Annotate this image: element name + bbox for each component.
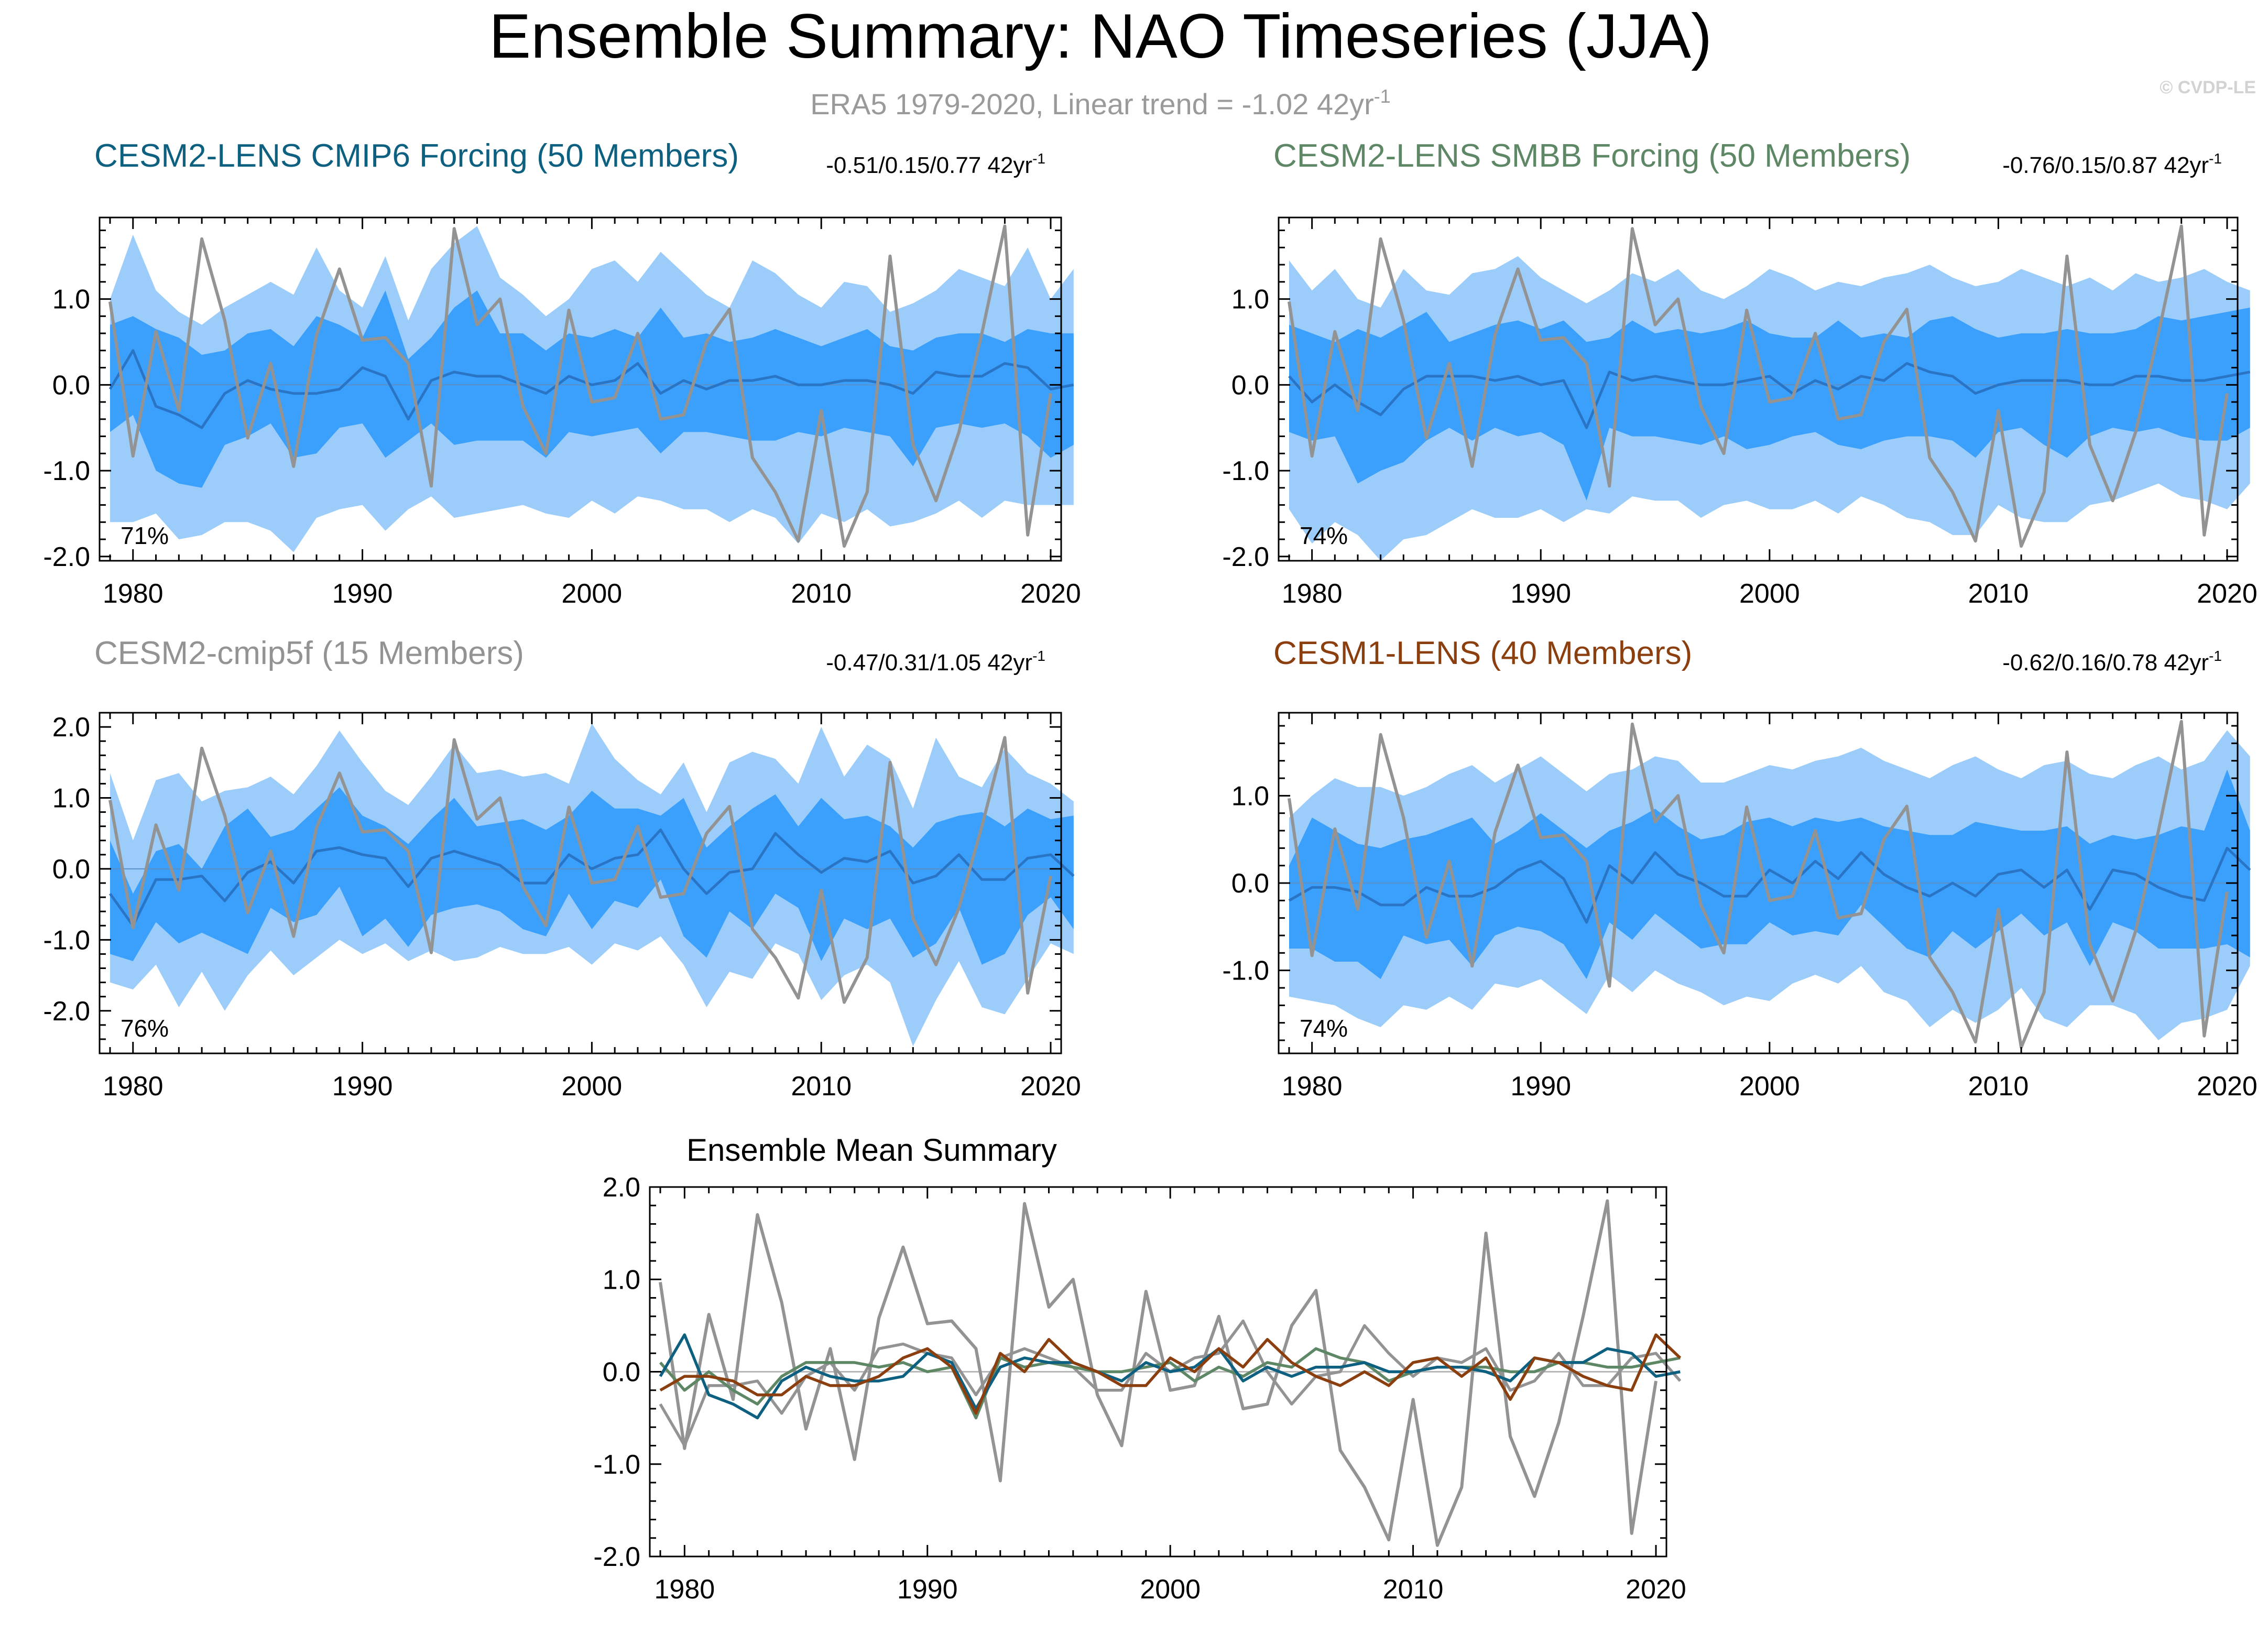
trend-label: -0.47/0.31/1.05 42yr-1 xyxy=(826,648,1045,676)
x-tick-label: 1980 xyxy=(1282,579,1343,609)
trend-value: -0.51/0.15/0.77 42yr xyxy=(826,153,1032,178)
y-tick-label: -1.0 xyxy=(1222,956,1269,986)
x-tick-label: 1990 xyxy=(332,1071,393,1102)
plot-frame xyxy=(99,216,1062,562)
x-tick-label: 2000 xyxy=(562,1071,623,1102)
panel-title: CESM2-LENS SMBB Forcing (50 Members) xyxy=(1273,138,1911,174)
trend-exponent: -1 xyxy=(2209,648,2222,664)
x-tick-label: 2010 xyxy=(791,579,852,609)
inner-percentile-band xyxy=(1289,769,2250,979)
panel-cesm2-lens-cmip6: 1.0 0.0 -1.0 -2.0 1980 1990 2000 2010 2020 CESM2-… xyxy=(43,138,1081,609)
y-tick-label: -1.0 xyxy=(1222,456,1269,486)
y-tick-label: 0.0 xyxy=(52,370,90,400)
series-line-2 xyxy=(659,1347,1681,1420)
y-tick-label: 2.0 xyxy=(603,1172,640,1203)
trend-value: -0.76/0.15/0.87 42yr xyxy=(2002,153,2209,178)
x-tick-label: 2010 xyxy=(1968,1071,2029,1102)
x-tick-label: 2000 xyxy=(1739,579,1800,609)
x-tick-label: 2020 xyxy=(1626,1574,1686,1605)
panel-title: CESM2-LENS CMIP6 Forcing (50 Members) xyxy=(94,138,739,174)
trend-label: -0.51/0.15/0.77 42yr-1 xyxy=(826,150,1045,178)
x-tick-label: 2020 xyxy=(1020,579,1081,609)
x-tick-label: 2020 xyxy=(2197,579,2258,609)
percent-label: 76% xyxy=(121,1015,169,1042)
trend-value: -0.47/0.31/1.05 42yr xyxy=(826,650,1032,676)
percent-label: 74% xyxy=(1300,1015,1348,1042)
trend-label: -0.76/0.15/0.87 42yr-1 xyxy=(2002,150,2222,178)
percent-label: 74% xyxy=(1300,522,1348,549)
y-tick-label: -1.0 xyxy=(593,1450,640,1480)
era5-observed-line xyxy=(108,224,1052,548)
figure-subtitle: ERA5 1979-2020, Linear trend = -1.02 42y… xyxy=(810,85,1391,121)
ensemble-mean-line xyxy=(108,828,1075,927)
panel-title: CESM1-LENS (40 Members) xyxy=(1273,635,1692,671)
x-tick-label: 1990 xyxy=(1510,579,1571,609)
panel-ensemble-mean-summary: 2.0 1.0 0.0 -1.0 -2.0 1980 1990 2000 2010 2020 Ens… xyxy=(593,1133,1686,1605)
ensemble-mean-line xyxy=(1288,846,2251,924)
trend-exponent: -1 xyxy=(1032,150,1045,167)
figure-title: Ensemble Summary: NAO Timeseries (JJA) xyxy=(489,1,1712,71)
y-tick-label: 0.0 xyxy=(603,1357,640,1388)
y-tick-label: -2.0 xyxy=(43,996,90,1027)
x-tick-label: 2020 xyxy=(2197,1071,2258,1102)
x-tick-label: 2010 xyxy=(791,1071,852,1102)
y-tick-label: -2.0 xyxy=(593,1542,640,1572)
series-line-1 xyxy=(659,1319,1682,1447)
era5-observed-line xyxy=(1288,720,2229,1049)
trend-exponent: -1 xyxy=(2209,150,2222,167)
y-tick-label: 1.0 xyxy=(52,783,90,814)
x-tick-label: 1980 xyxy=(1282,1071,1343,1102)
x-tick-label: 1980 xyxy=(103,1071,163,1102)
plot-frame xyxy=(1278,216,2239,562)
copyright-label: © CVDP-LE xyxy=(2160,78,2256,97)
y-tick-label: 0.0 xyxy=(1231,868,1269,899)
inner-percentile-band xyxy=(110,290,1074,488)
y-tick-label: -2.0 xyxy=(1222,542,1269,572)
x-tick-label: 1980 xyxy=(654,1574,715,1605)
y-tick-label: 1.0 xyxy=(603,1265,640,1295)
x-tick-label: 2010 xyxy=(1968,579,2029,609)
era5-observed-line xyxy=(108,736,1052,1004)
ensemble-mean-line xyxy=(1288,362,2251,429)
x-tick-label: 2000 xyxy=(1140,1574,1201,1605)
y-tick-label: -2.0 xyxy=(43,542,90,572)
panel-cesm2-lens-smbb: 1.0 0.0 -1.0 -2.0 1980 1990 2000 2010 2020 CESM2-… xyxy=(1222,138,2257,609)
y-tick-label: 0.0 xyxy=(52,854,90,885)
subtitle-exponent: -1 xyxy=(1374,85,1391,107)
y-tick-label: 1.0 xyxy=(1231,781,1269,811)
trend-exponent: -1 xyxy=(1032,648,1045,664)
trend-value: -0.62/0.16/0.78 42yr xyxy=(2002,650,2209,676)
ensemble-mean-line xyxy=(108,349,1074,429)
trend-label: -0.62/0.16/0.78 42yr-1 xyxy=(2002,648,2222,676)
panel-cesm1-lens: 1.0 0.0 -1.0 1980 1990 2000 2010 2020 CESM1-LENS… xyxy=(1222,635,2257,1102)
y-tick-label: 1.0 xyxy=(1231,285,1269,315)
y-tick-label: 2.0 xyxy=(52,712,90,743)
series-line-4 xyxy=(659,1333,1682,1415)
y-tick-label: -1.0 xyxy=(43,925,90,955)
x-tick-label: 2000 xyxy=(1739,1071,1800,1102)
x-tick-label: 1990 xyxy=(1510,1071,1571,1102)
y-tick-label: 1.0 xyxy=(52,285,90,315)
subtitle-text: ERA5 1979-2020, Linear trend = -1.02 42y… xyxy=(810,88,1374,121)
percent-label: 71% xyxy=(121,522,169,549)
series-line-3 xyxy=(659,1333,1681,1420)
x-tick-label: 2020 xyxy=(1020,1071,1081,1102)
x-tick-label: 1980 xyxy=(103,579,163,609)
panel-title: CESM2-cmip5f (15 Members) xyxy=(94,635,524,671)
y-tick-label: -1.0 xyxy=(43,456,90,486)
era5-observed-line xyxy=(1288,224,2229,548)
panel-cesm2-cmip5f: 2.0 1.0 0.0 -1.0 -2.0 1980 1990 2000 2010 2020 CES… xyxy=(43,635,1081,1102)
x-tick-label: 1990 xyxy=(897,1574,958,1605)
x-tick-label: 2010 xyxy=(1383,1574,1444,1605)
x-tick-label: 2000 xyxy=(562,579,623,609)
x-tick-label: 1990 xyxy=(332,579,393,609)
inner-percentile-band xyxy=(1289,307,2250,501)
inner-percentile-band xyxy=(110,787,1074,965)
y-tick-label: 0.0 xyxy=(1231,370,1269,400)
panel-title: Ensemble Mean Summary xyxy=(686,1133,1057,1168)
